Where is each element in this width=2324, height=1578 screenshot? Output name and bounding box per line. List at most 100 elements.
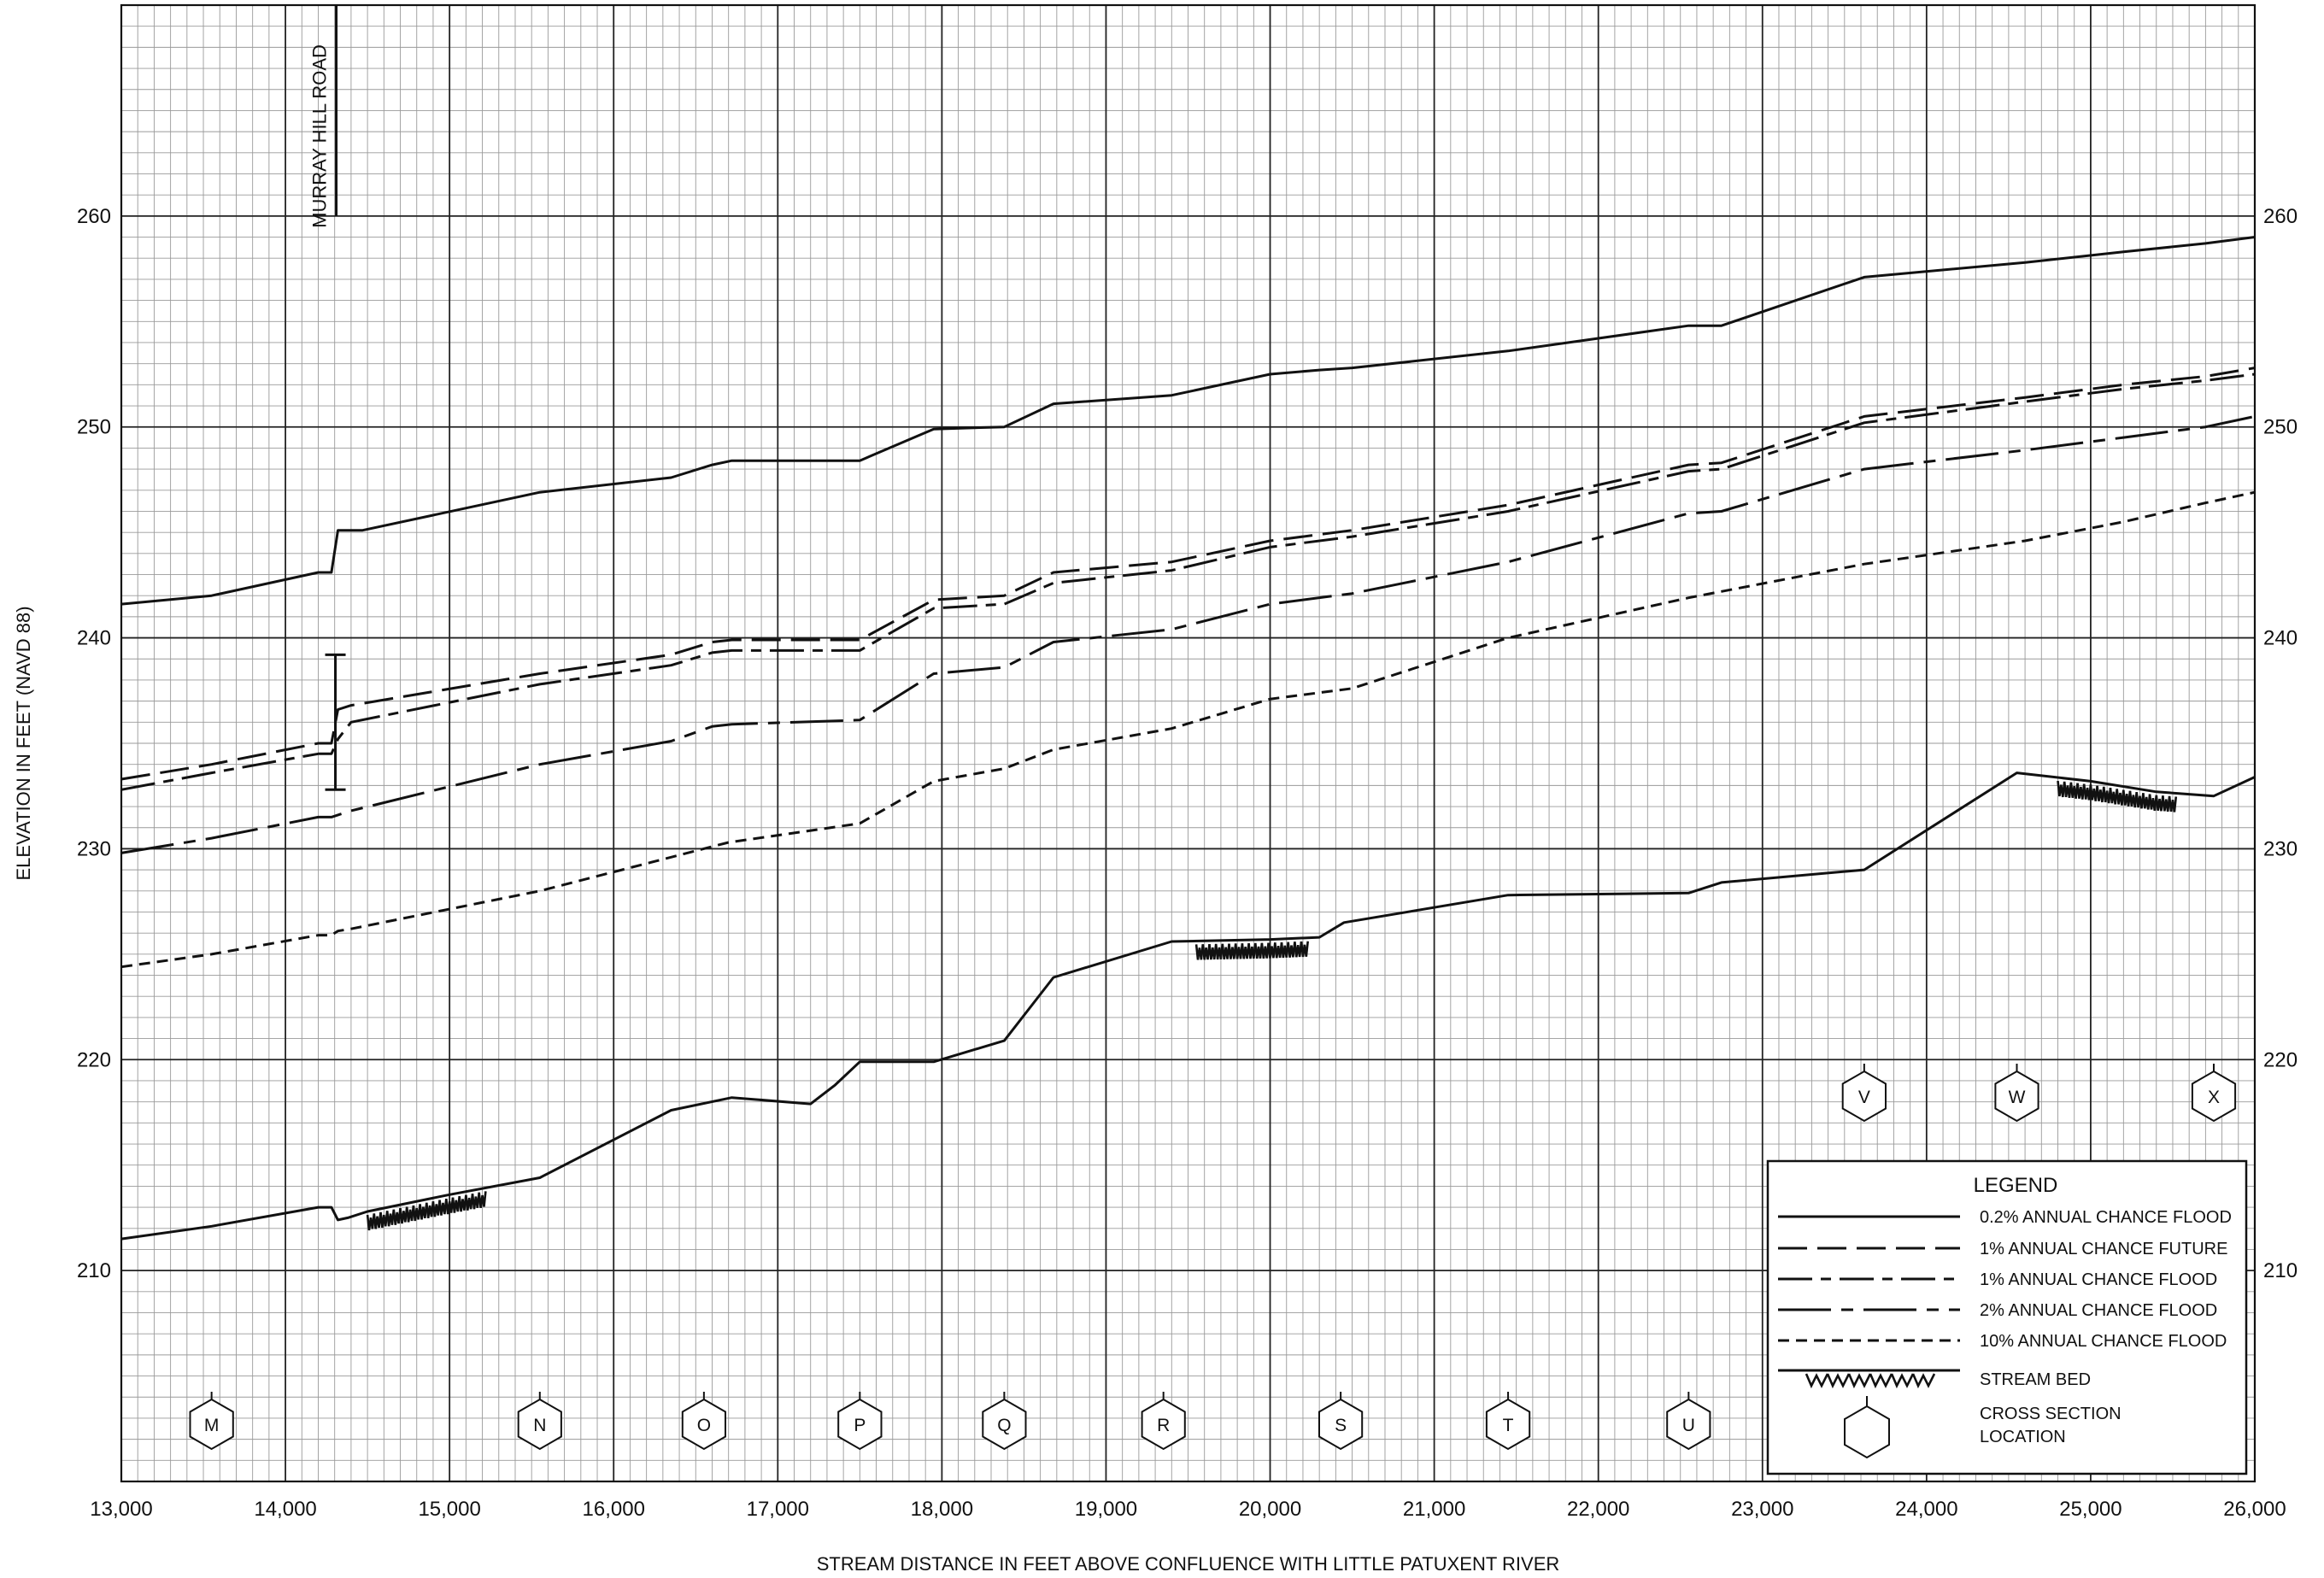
stream-bed-hatch-mark: [471, 1192, 480, 1210]
cross-section-label: X: [2208, 1088, 2220, 1107]
hexagon-icon: [1994, 1070, 2039, 1123]
hexagon-icon: [517, 1398, 562, 1451]
series-long-dash-dot-line: [120, 414, 2256, 854]
legend-label: LOCATION: [1980, 1428, 2066, 1446]
stream-bed-hatch-mark: [445, 1197, 455, 1215]
legend-title: LEGEND: [1974, 1174, 2058, 1197]
legend-label: 10% ANNUAL CHANCE FLOOD: [1980, 1332, 2227, 1351]
stream-bed-hatch-mark: [2089, 784, 2098, 801]
stream-bed-hatch-mark: [412, 1204, 421, 1222]
stream-bed-hatch-mark: [1214, 943, 1224, 960]
cross-section-m: M: [189, 1392, 234, 1451]
legend-hatch-mark: [1826, 1373, 1851, 1389]
stream-bed-hatch-mark: [2103, 786, 2112, 804]
cross-section-label: O: [697, 1416, 711, 1435]
stream-bed-hatch-mark: [2063, 781, 2073, 798]
legend-label: 2% ANNUAL CHANCE FLOOD: [1980, 1301, 2217, 1320]
x-tick-label: 21,000: [1403, 1498, 1465, 1521]
stream-bed-hatch-mark: [2096, 785, 2105, 803]
stream-bed-hatch-mark: [392, 1207, 402, 1225]
legend-item: 2% ANNUAL CHANCE FLOOD: [1778, 1301, 2217, 1320]
cross-section-label: Q: [997, 1416, 1011, 1435]
series-long-dash-line: [120, 367, 2256, 781]
stream-bed-hatch-mark: [1300, 941, 1309, 958]
x-tick-label: 16,000: [583, 1498, 645, 1521]
stream-bed-hatch-mark: [2082, 783, 2092, 801]
y-tick-label-right: 250: [2263, 416, 2298, 439]
stream-bed-hatch-mark: [373, 1211, 382, 1229]
hexagon-icon: [1666, 1398, 1711, 1451]
y-axis-title: ELEVATION IN FEET (NAVD 88): [13, 606, 34, 880]
series-stream-bed-line: [120, 771, 2256, 1241]
x-tick-label: 13,000: [90, 1498, 152, 1521]
stream-bed-hatching: [366, 780, 2178, 1231]
legend-label: CROSS SECTION: [1980, 1405, 2122, 1423]
road-annotation: MURRAY HILL ROAD: [309, 5, 338, 228]
cross-section-label: W: [2009, 1088, 2026, 1107]
stream-bed-hatch-mark: [2128, 790, 2138, 808]
stream-bed-hatch-mark: [2155, 795, 2164, 812]
hexagon-icon: [1844, 1405, 1890, 1459]
stream-bed-hatch-mark: [2142, 793, 2151, 810]
bridge-structure: [325, 653, 346, 791]
cross-section-q: Q: [982, 1392, 1027, 1451]
x-tick-label: 23,000: [1731, 1498, 1793, 1521]
cross-section-n: N: [517, 1392, 562, 1451]
cross-section-label: M: [204, 1416, 220, 1435]
legend-label: 1% ANNUAL CHANCE FUTURE: [1980, 1240, 2227, 1258]
stream-bed-hatch-mark: [2135, 791, 2145, 809]
stream-bed-hatch-mark: [1241, 942, 1250, 959]
stream-bed-hatch-mark: [425, 1201, 435, 1218]
stream-bed-hatch-mark: [2057, 780, 2066, 798]
hexagon-icon: [982, 1398, 1027, 1451]
stream-bed-hatch-mark: [1274, 942, 1283, 959]
legend-item: 1% ANNUAL CHANCE FUTURE: [1778, 1240, 2227, 1258]
stream-bed-hatch-mark: [2162, 795, 2171, 812]
legend-label: 1% ANNUAL CHANCE FLOOD: [1980, 1270, 2217, 1289]
legend-item: 10% ANNUAL CHANCE FLOOD: [1778, 1332, 2227, 1351]
series-solid-line: [120, 236, 2256, 606]
hexagon-icon: [1841, 1070, 1887, 1123]
minor-grid: [121, 5, 2255, 1481]
stream-bed-hatch-mark: [1260, 942, 1270, 959]
y-tick-label-right: 230: [2263, 837, 2298, 860]
stream-bed-hatch-mark: [1194, 944, 1205, 960]
y-tick-label-right: 210: [2263, 1259, 2298, 1282]
stream-bed-hatch-mark: [1280, 942, 1289, 959]
hexagon-icon: [1485, 1398, 1531, 1451]
stream-bed-hatch-mark: [1228, 943, 1237, 959]
cross-section-label: N: [533, 1416, 546, 1435]
y-tick-label-left: 220: [77, 1048, 111, 1071]
y-tick-label-right: 220: [2263, 1048, 2298, 1071]
stream-bed-hatch-mark: [379, 1211, 389, 1229]
stream-bed-hatch-mark: [385, 1209, 396, 1227]
stream-bed-hatch-mark: [2122, 789, 2132, 807]
cross-section-o: O: [681, 1392, 726, 1451]
cross-section-label: T: [1503, 1416, 1514, 1435]
road-label: MURRAY HILL ROAD: [309, 44, 331, 228]
stream-bed-hatch-mark: [431, 1200, 441, 1217]
x-tick-label: 18,000: [911, 1498, 973, 1521]
y-tick-label-right: 240: [2263, 627, 2298, 650]
cross-section-label: P: [854, 1416, 866, 1435]
legend-hatch-mark: [1911, 1373, 1936, 1389]
stream-bed-hatch-mark: [1294, 941, 1303, 958]
stream-bed-hatch-mark: [458, 1194, 467, 1212]
cross-section-s: S: [1318, 1392, 1364, 1451]
stream-bed-hatch-mark: [465, 1194, 474, 1211]
stream-bed-hatch-mark: [478, 1191, 487, 1208]
legend-item: 0.2% ANNUAL CHANCE FLOOD: [1778, 1208, 2232, 1227]
y-tick-label-left: 260: [77, 205, 111, 228]
cross-section-label: U: [1682, 1416, 1695, 1435]
series-dash-dot-line: [120, 373, 2256, 791]
cross-section-markers: M N O P Q R S T U V W X: [189, 1064, 2237, 1451]
stream-bed-hatch-mark: [2116, 789, 2125, 806]
stream-bed-hatch-mark: [451, 1195, 461, 1213]
cross-section-u: U: [1666, 1392, 1711, 1451]
x-axis-title: STREAM DISTANCE IN FEET ABOVE CONFLUENCE…: [817, 1553, 1560, 1575]
x-tick-label: 19,000: [1075, 1498, 1137, 1521]
x-axis: 13,000 14,000 15,000 16,000 17,000 18,000 19,0…: [90, 1498, 2286, 1521]
y-tick-label-left: 250: [77, 416, 111, 439]
x-tick-label: 24,000: [1895, 1498, 1957, 1521]
stream-bed-hatch-mark: [1208, 943, 1218, 960]
